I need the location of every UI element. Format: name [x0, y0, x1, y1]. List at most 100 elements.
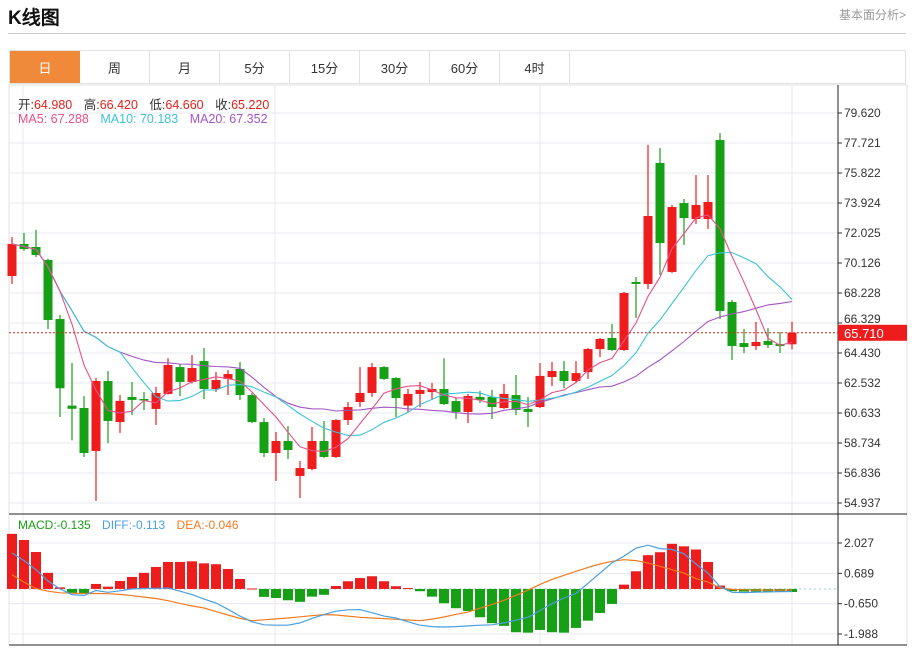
macd-bar-positive: [667, 543, 677, 589]
macd-tick-label: -0.650: [844, 597, 878, 611]
macd-bar-positive: [355, 578, 365, 589]
candle-down: [631, 281, 641, 284]
candle-up: [691, 204, 701, 220]
candle-up: [331, 420, 341, 457]
candle-down: [679, 203, 689, 219]
candle-up: [295, 468, 305, 476]
candle-up: [307, 441, 317, 469]
candle-down: [79, 407, 89, 454]
candle-down: [283, 441, 293, 451]
candle-down: [199, 361, 209, 390]
macd-bar-positive: [139, 572, 149, 589]
candle-up: [367, 367, 377, 393]
price-tick-label: 54.937: [844, 496, 881, 510]
macd-bar-negative: [451, 588, 461, 609]
ma5-value: MA5: 67.288: [18, 112, 89, 126]
tab-month[interactable]: 月: [150, 51, 220, 83]
macd-bar-positive: [403, 588, 413, 590]
macd-bar-positive: [247, 588, 257, 590]
ma10-value: MA10: 70.183: [100, 112, 179, 126]
tab-4hour[interactable]: 4时: [500, 51, 570, 83]
macd-bar-positive: [379, 581, 389, 589]
macd-bar-negative: [475, 588, 485, 618]
open-value: 64.980: [33, 98, 73, 112]
diff-line: [11, 544, 793, 628]
candle-up: [415, 389, 425, 394]
macd-bar-negative: [523, 588, 533, 633]
price-tick-label: 72.025: [844, 226, 881, 240]
tab-60min[interactable]: 60分: [430, 51, 500, 83]
macd-bar-negative: [295, 588, 305, 602]
candle-down: [715, 140, 725, 311]
period-tabs: 日 周 月 5分 15分 30分 60分 4时: [9, 50, 906, 84]
candle-up: [643, 216, 653, 284]
tab-30min[interactable]: 30分: [360, 51, 430, 83]
macd-bar-negative: [319, 588, 329, 595]
candle-up: [223, 374, 233, 379]
price-tick-label: 77.721: [844, 136, 881, 150]
macd-bar-positive: [643, 555, 653, 589]
macd-bar-negative: [463, 588, 473, 611]
fundamental-analysis-link[interactable]: 基本面分析>: [838, 8, 906, 22]
macd-bar-positive: [691, 549, 701, 589]
macd-bar-positive: [331, 585, 341, 589]
macd-bar-positive: [619, 584, 629, 589]
candle-up: [403, 393, 413, 406]
price-tick-label: 56.836: [844, 466, 881, 480]
price-tick-label: 58.734: [844, 436, 881, 450]
macd-tick-label: 2.027: [844, 536, 874, 550]
candle-up: [571, 373, 581, 381]
candle-down: [139, 398, 149, 401]
candle-up: [91, 380, 101, 451]
candle-down: [379, 367, 389, 379]
macd-bar-negative: [559, 588, 569, 633]
macd-bar-positive: [631, 571, 641, 589]
candle-up: [703, 201, 713, 220]
candle-down: [523, 408, 533, 412]
price-tick-label: 73.924: [844, 196, 881, 210]
candle-down: [763, 340, 773, 345]
tab-week[interactable]: 周: [80, 51, 150, 83]
last-price-badge: [838, 324, 907, 341]
candle-up: [751, 341, 761, 347]
macd-bar-positive: [367, 576, 377, 589]
candle-up: [163, 365, 173, 394]
macd-bar-positive: [343, 581, 353, 589]
macd-bar-negative: [727, 588, 737, 592]
macd-bar-negative: [67, 588, 77, 594]
high-value: 66.420: [99, 98, 138, 112]
price-tick-label: 62.532: [844, 376, 881, 390]
macd-tick-label: -1.988: [844, 627, 878, 641]
candle-up: [151, 392, 161, 409]
candle-down: [235, 368, 245, 396]
candle-up: [619, 292, 629, 351]
macd-bar-negative: [307, 588, 317, 597]
macd-bar-positive: [103, 586, 113, 589]
low-label: 低:: [149, 98, 166, 112]
tab-day[interactable]: 日: [10, 51, 80, 83]
tab-5min[interactable]: 5分: [220, 51, 290, 83]
candle-down: [127, 396, 137, 400]
price-tick-label: 75.822: [844, 166, 881, 180]
price-tick-label: 68.228: [844, 286, 881, 300]
candle-down: [727, 301, 737, 347]
candle-up: [343, 407, 353, 421]
page-title: K线图: [8, 8, 60, 29]
candle-up: [7, 243, 17, 277]
candle-down: [247, 395, 257, 423]
macd-bar-negative: [427, 588, 437, 597]
macd-bar-negative: [607, 588, 617, 604]
macd-bar-negative: [499, 588, 509, 626]
macd-bar-negative: [79, 588, 89, 594]
ma-info: MA5: 67.288 MA10: 70.183 MA20: 67.352: [18, 112, 276, 126]
low-value: 64.660: [165, 98, 204, 112]
candle-up: [787, 332, 797, 345]
macd-bar-positive: [391, 586, 401, 589]
price-tick-label: 66.329: [844, 312, 881, 326]
candle-down: [607, 337, 617, 351]
macd-bar-negative: [439, 588, 449, 604]
macd-bar-positive: [127, 576, 137, 589]
candle-up: [271, 441, 281, 454]
tab-15min[interactable]: 15分: [290, 51, 360, 83]
